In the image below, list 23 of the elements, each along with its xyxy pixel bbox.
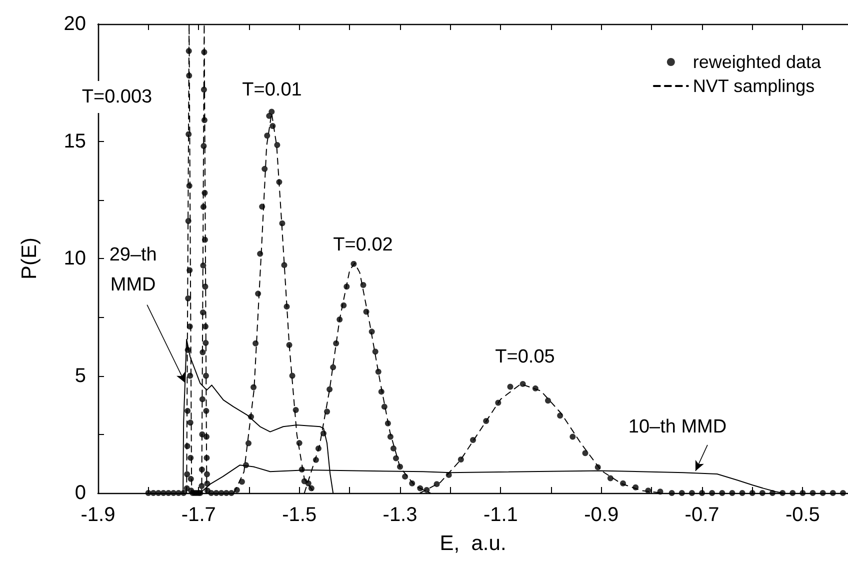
x-tick-label: -1.1 [483,504,518,526]
x-tick-label: -1.5 [282,504,317,526]
y-tick-label: 0 [74,482,86,504]
x-tick-label: -1.3 [382,504,418,526]
annotation: T=0.003 [82,86,152,108]
x-tick-label: -1.9 [80,504,116,526]
x-tick-label: -1.7 [181,504,216,526]
annotation: T=0.05 [495,346,555,368]
x-tick-label: -0.9 [584,504,619,526]
legend-label: reweighted data [692,52,822,72]
x-axis-title: E, a.u. [440,532,506,555]
legend-label: NVT samplings [692,76,815,96]
annotation: 29–th MMD [109,244,157,296]
annotation: T=0.02 [333,234,393,256]
y-tick-label: 10 [64,248,86,270]
x-tick-label: -0.7 [684,504,720,526]
y-tick-label: 15 [64,130,86,152]
x-tick-label: -0.5 [785,504,820,526]
y-axis-title: P(E) [18,238,41,280]
y-tick-label: 20 [64,13,86,35]
y-tick-label: 5 [74,364,86,387]
annotation: T=0.01 [242,80,302,100]
annotation: 10–th MMD [628,416,727,438]
